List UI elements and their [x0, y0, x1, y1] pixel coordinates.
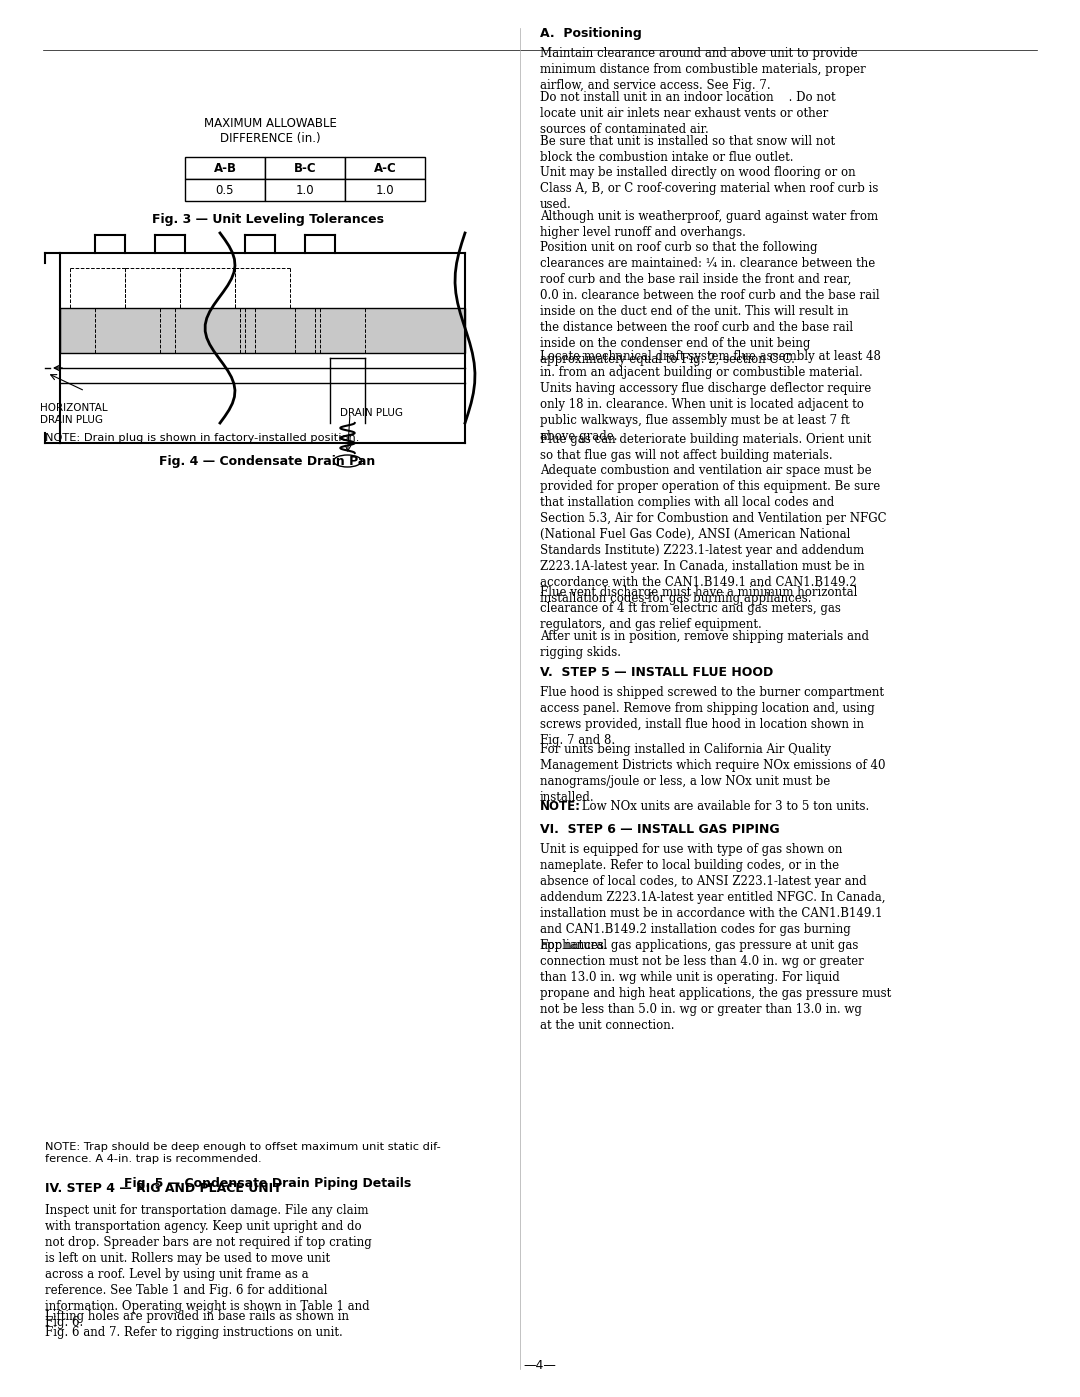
Text: Adequate combustion and ventilation air space must be
provided for proper operat: Adequate combustion and ventilation air …	[540, 464, 887, 605]
Text: A.  Positioning: A. Positioning	[540, 27, 642, 41]
Text: Fig. 5 — Condensate Drain Piping Details: Fig. 5 — Condensate Drain Piping Details	[124, 1178, 411, 1190]
Text: Low NOx units are available for 3 to 5 ton units.: Low NOx units are available for 3 to 5 t…	[578, 800, 869, 813]
Text: VI.  STEP 6 — INSTALL GAS PIPING: VI. STEP 6 — INSTALL GAS PIPING	[540, 823, 780, 835]
Text: IV. STEP 4 — RIG AND PLACE UNIT: IV. STEP 4 — RIG AND PLACE UNIT	[45, 1182, 282, 1194]
Bar	[185, 179, 265, 201]
Text: HORIZONTAL
DRAIN PLUG: HORIZONTAL DRAIN PLUG	[40, 402, 108, 425]
Text: Do not install unit in an indoor location    . Do not
locate unit air inlets nea: Do not install unit in an indoor locatio…	[540, 91, 836, 136]
Text: A-B: A-B	[214, 162, 237, 175]
Text: 0.5: 0.5	[216, 183, 234, 197]
Text: A-C: A-C	[374, 162, 396, 175]
Text: V.  STEP 5 — INSTALL FLUE HOOD: V. STEP 5 — INSTALL FLUE HOOD	[540, 666, 773, 679]
Text: For units being installed in California Air Quality
Management Districts which r: For units being installed in California …	[540, 743, 886, 805]
Bar	[345, 179, 426, 201]
Text: 1.0: 1.0	[376, 183, 394, 197]
Ellipse shape	[334, 455, 362, 467]
Bar	[265, 156, 345, 179]
Text: —4—: —4—	[524, 1359, 556, 1372]
Text: After unit is in position, remove shipping materials and
rigging skids.: After unit is in position, remove shippi…	[540, 630, 869, 659]
Text: B-C: B-C	[294, 162, 316, 175]
Bar	[60, 307, 465, 353]
Text: Fig. 3 — Unit Leveling Tolerances: Fig. 3 — Unit Leveling Tolerances	[151, 212, 383, 226]
Text: MAXIMUM ALLOWABLE
DIFFERENCE (in.): MAXIMUM ALLOWABLE DIFFERENCE (in.)	[203, 117, 337, 145]
Text: NOTE: Drain plug is shown in factory-installed position.: NOTE: Drain plug is shown in factory-ins…	[45, 433, 360, 443]
Text: DRAIN PLUG: DRAIN PLUG	[340, 408, 403, 418]
Text: Inspect unit for transportation damage. File any claim
with transportation agenc: Inspect unit for transportation damage. …	[45, 1204, 372, 1329]
Text: Be sure that unit is installed so that snow will not
block the combustion intake: Be sure that unit is installed so that s…	[540, 136, 835, 163]
Text: Fig. 4 — Condensate Drain Pan: Fig. 4 — Condensate Drain Pan	[160, 455, 376, 468]
Text: For natural gas applications, gas pressure at unit gas
connection must not be le: For natural gas applications, gas pressu…	[540, 939, 891, 1032]
Text: Locate mechanical draft system flue assembly at least 48
in. from an adjacent bu: Locate mechanical draft system flue asse…	[540, 351, 881, 443]
Text: NOTE:: NOTE:	[540, 800, 581, 813]
Text: Lifting holes are provided in base rails as shown in
Fig. 6 and 7. Refer to rigg: Lifting holes are provided in base rails…	[45, 1310, 349, 1338]
Bar	[265, 179, 345, 201]
Text: Unit is equipped for use with type of gas shown on
nameplate. Refer to local bui: Unit is equipped for use with type of ga…	[540, 842, 886, 951]
Text: NOTE: Trap should be deep enough to offset maximum unit static dif-
ference. A 4: NOTE: Trap should be deep enough to offs…	[45, 1141, 441, 1164]
Bar	[345, 156, 426, 179]
Bar	[185, 156, 265, 179]
Text: Flue hood is shipped screwed to the burner compartment
access panel. Remove from: Flue hood is shipped screwed to the burn…	[540, 686, 885, 747]
Text: Flue vent discharge must have a minimum horizontal
clearance of 4 ft from electr: Flue vent discharge must have a minimum …	[540, 585, 858, 631]
Text: Although unit is weatherproof, guard against water from
higher level runoff and : Although unit is weatherproof, guard aga…	[540, 210, 878, 239]
Text: Maintain clearance around and above unit to provide
minimum distance from combus: Maintain clearance around and above unit…	[540, 47, 866, 92]
Text: 1.0: 1.0	[296, 183, 314, 197]
Text: Unit may be installed directly on wood flooring or on
Class A, B, or C roof-cove: Unit may be installed directly on wood f…	[540, 166, 878, 211]
Text: Flue gas can deteriorate building materials. Orient unit
so that flue gas will n: Flue gas can deteriorate building materi…	[540, 433, 872, 462]
Text: Position unit on roof curb so that the following
clearances are maintained: ¹⁄₄ : Position unit on roof curb so that the f…	[540, 242, 879, 366]
